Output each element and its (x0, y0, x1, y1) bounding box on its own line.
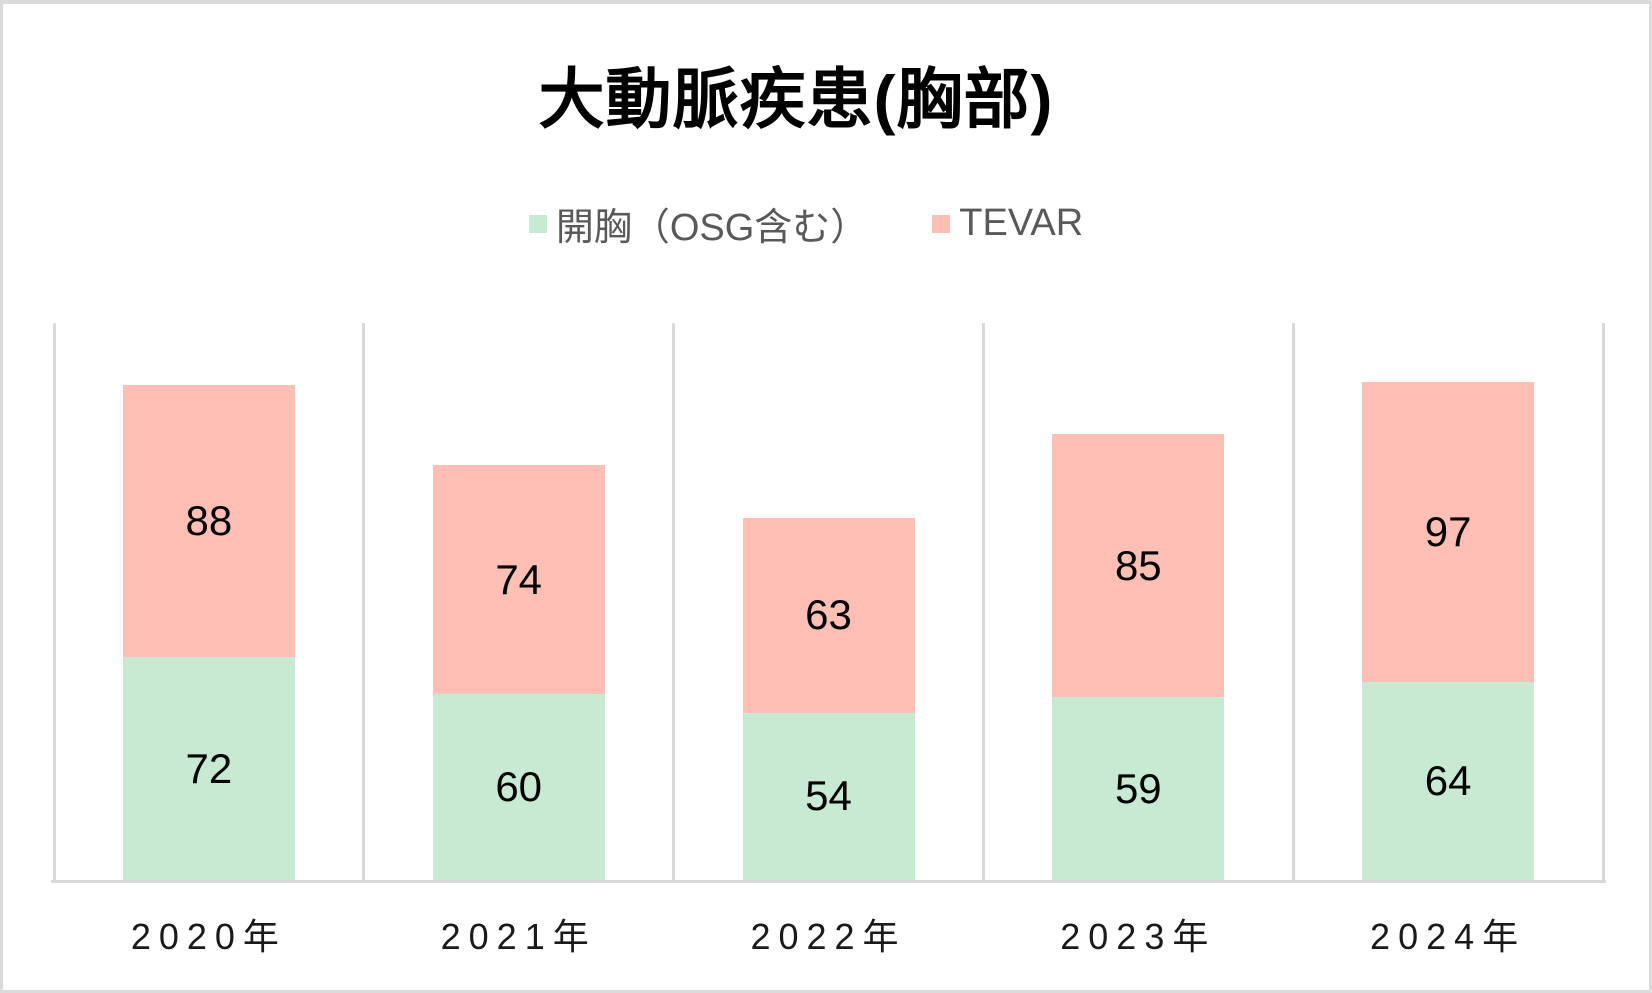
data-label: 72 (185, 744, 233, 792)
data-label: 59 (1114, 764, 1162, 812)
data-label: 74 (495, 555, 543, 603)
gridline (1601, 323, 1605, 880)
bar-segment-open-surgery: 64 (1362, 681, 1535, 880)
bar-segment-open-surgery: 72 (122, 657, 295, 880)
bar-segment-tevar: 74 (432, 465, 605, 695)
bar-stack: 88 72 (122, 384, 295, 880)
bar-segment-tevar: 63 (742, 517, 915, 713)
data-label: 54 (805, 772, 852, 820)
bar-segment-open-surgery: 59 (1052, 697, 1225, 880)
legend-item-open-surgery: 開胸（OSG含む） (528, 196, 869, 251)
bar-segment-open-surgery: 60 (432, 694, 605, 880)
bar-segment-tevar: 97 (1362, 381, 1535, 682)
data-label: 88 (185, 497, 233, 545)
bar-stack: 63 54 (742, 517, 915, 880)
legend-swatch-tevar (932, 214, 951, 233)
bar-segment-tevar: 88 (122, 384, 295, 658)
data-label: 85 (1114, 541, 1162, 589)
gridline (672, 323, 676, 880)
x-axis-label: 2024年 (1370, 916, 1527, 957)
gridline (1291, 323, 1295, 880)
legend-label-tevar: TEVAR (959, 202, 1084, 244)
legend-item-tevar: TEVAR (932, 202, 1083, 245)
x-axis-label: 2023年 (1060, 916, 1217, 957)
bar-stack: 85 59 (1052, 434, 1225, 880)
bar-stack: 97 64 (1362, 381, 1535, 880)
data-label: 63 (805, 591, 852, 639)
legend-swatch-open-surgery (528, 214, 547, 233)
x-axis-label: 2020年 (130, 916, 287, 957)
x-axis-label: 2021年 (440, 916, 597, 957)
bar-segment-tevar: 85 (1052, 434, 1225, 698)
gridline (981, 323, 985, 880)
data-label: 97 (1424, 507, 1472, 555)
bar-segment-open-surgery: 54 (742, 712, 915, 880)
legend-label-open-surgery: 開胸（OSG含む） (555, 207, 869, 249)
x-axis-label: 2022年 (750, 916, 907, 957)
data-label: 60 (495, 763, 543, 811)
gridline (362, 323, 366, 880)
legend: 開胸（OSG含む） TEVAR (3, 196, 1609, 251)
x-axis-line (51, 880, 1606, 883)
gridline (52, 323, 56, 880)
plot-area: 88 72 74 60 63 54 85 59 97 64 2020年 2021年 2022年 2023… (51, 323, 1606, 957)
bar-stack: 74 60 (432, 465, 605, 880)
data-label: 64 (1424, 756, 1472, 804)
chart-title: 大動脈疾患(胸部) (538, 62, 1054, 136)
